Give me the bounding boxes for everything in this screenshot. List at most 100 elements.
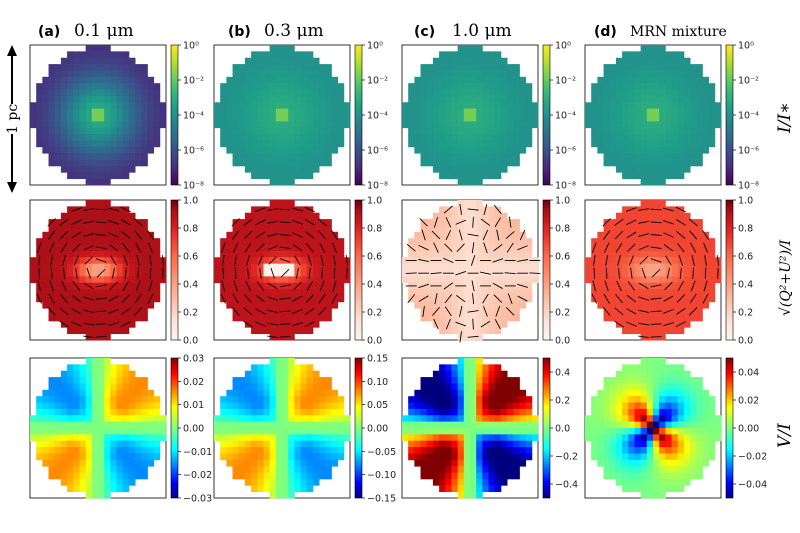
map-cell bbox=[331, 428, 339, 435]
map-cell bbox=[269, 327, 277, 335]
map-cell bbox=[73, 485, 80, 493]
scale-bar: 1 pc bbox=[4, 45, 21, 193]
map-cell bbox=[312, 165, 320, 173]
map-cell bbox=[640, 276, 648, 284]
colorbar-tick-label: −0.04 bbox=[738, 480, 767, 491]
map-cell bbox=[67, 428, 74, 435]
map-cell bbox=[325, 134, 332, 141]
map-cell bbox=[463, 51, 471, 59]
pol-vector bbox=[108, 244, 119, 252]
map-cell bbox=[306, 108, 314, 116]
map-cell bbox=[325, 159, 332, 167]
map-cell bbox=[408, 408, 415, 416]
map-cell bbox=[671, 295, 679, 303]
map-cell bbox=[432, 165, 440, 173]
map-cell bbox=[79, 453, 87, 461]
pol-vector bbox=[59, 320, 69, 328]
map-cell bbox=[147, 263, 155, 271]
colorbar-tick-label: −0.01 bbox=[183, 447, 212, 458]
map-cell bbox=[451, 140, 459, 148]
map-cell bbox=[238, 289, 246, 296]
map-cell bbox=[653, 478, 660, 486]
map-cell bbox=[507, 127, 514, 135]
map-cell bbox=[690, 263, 697, 271]
map-cell bbox=[36, 89, 43, 97]
map-cell bbox=[408, 134, 415, 141]
map-cell bbox=[73, 95, 80, 103]
map-cell bbox=[269, 421, 277, 429]
map-cell bbox=[300, 415, 308, 423]
colorbar-tick-label: −0.2 bbox=[555, 452, 578, 463]
map-cell bbox=[275, 219, 283, 226]
map-cell bbox=[159, 263, 167, 271]
map-cell bbox=[591, 408, 598, 416]
map-cell bbox=[294, 134, 301, 141]
map-cell bbox=[408, 127, 415, 135]
pol-vector bbox=[492, 258, 504, 263]
map-cell bbox=[445, 212, 452, 220]
map-cell bbox=[325, 83, 332, 90]
map-cell bbox=[54, 127, 62, 135]
map-cell bbox=[671, 231, 679, 239]
map-cell bbox=[54, 389, 62, 397]
map-cell bbox=[251, 428, 258, 435]
map-cell bbox=[104, 466, 111, 473]
map-cell bbox=[665, 153, 672, 160]
map-cell bbox=[426, 95, 434, 103]
map-cell bbox=[251, 485, 258, 493]
map-cell bbox=[463, 89, 471, 97]
map-cell bbox=[476, 383, 483, 391]
map-cell bbox=[312, 263, 320, 271]
map-cell bbox=[476, 308, 483, 315]
colorbar bbox=[354, 199, 363, 341]
map-cell bbox=[609, 314, 617, 322]
map-cell bbox=[232, 83, 240, 90]
map-cell bbox=[257, 478, 264, 486]
map-cell bbox=[622, 70, 629, 78]
map-cell bbox=[597, 238, 604, 245]
map-cell bbox=[135, 250, 142, 258]
map-cell bbox=[646, 121, 654, 129]
map-cell bbox=[519, 428, 527, 435]
map-cell bbox=[220, 402, 227, 410]
map-cell bbox=[104, 108, 111, 116]
map-cell bbox=[257, 472, 264, 480]
colorbar-tick-label: 0.6 bbox=[367, 252, 382, 263]
map-cell bbox=[420, 276, 428, 284]
pol-vector bbox=[234, 254, 238, 266]
map-cell bbox=[275, 402, 283, 410]
map-cell bbox=[91, 95, 99, 103]
map-cell bbox=[439, 447, 446, 454]
map-cell bbox=[306, 238, 314, 245]
map-cell bbox=[67, 51, 74, 59]
map-cell bbox=[343, 276, 351, 284]
map-cell bbox=[420, 459, 428, 467]
map-cell bbox=[91, 257, 99, 265]
map-cell bbox=[683, 282, 691, 290]
map-cell bbox=[238, 238, 246, 245]
colorbar-tick-label: 10⁻⁴ bbox=[555, 111, 576, 122]
map-cell bbox=[609, 282, 617, 290]
map-cell bbox=[67, 270, 74, 277]
map-cell bbox=[646, 219, 654, 226]
map-cell bbox=[232, 377, 240, 384]
pol-vector bbox=[704, 254, 707, 266]
map-cell bbox=[214, 421, 221, 429]
map-cell bbox=[275, 263, 283, 271]
map-cell bbox=[622, 434, 629, 442]
map-cell bbox=[42, 440, 49, 448]
map-cell bbox=[665, 64, 672, 71]
map-cell bbox=[147, 447, 155, 454]
map-cell bbox=[288, 51, 295, 59]
map-cell bbox=[653, 64, 660, 71]
map-cell bbox=[73, 108, 80, 116]
map-cell bbox=[325, 146, 332, 154]
map-cell bbox=[300, 370, 308, 378]
map-cell bbox=[306, 383, 314, 391]
pol-vector bbox=[614, 320, 624, 328]
map-cell bbox=[615, 159, 623, 167]
map-cell bbox=[482, 159, 489, 167]
map-cell bbox=[153, 408, 161, 416]
pol-vector bbox=[517, 295, 528, 302]
map-cell bbox=[257, 434, 264, 442]
